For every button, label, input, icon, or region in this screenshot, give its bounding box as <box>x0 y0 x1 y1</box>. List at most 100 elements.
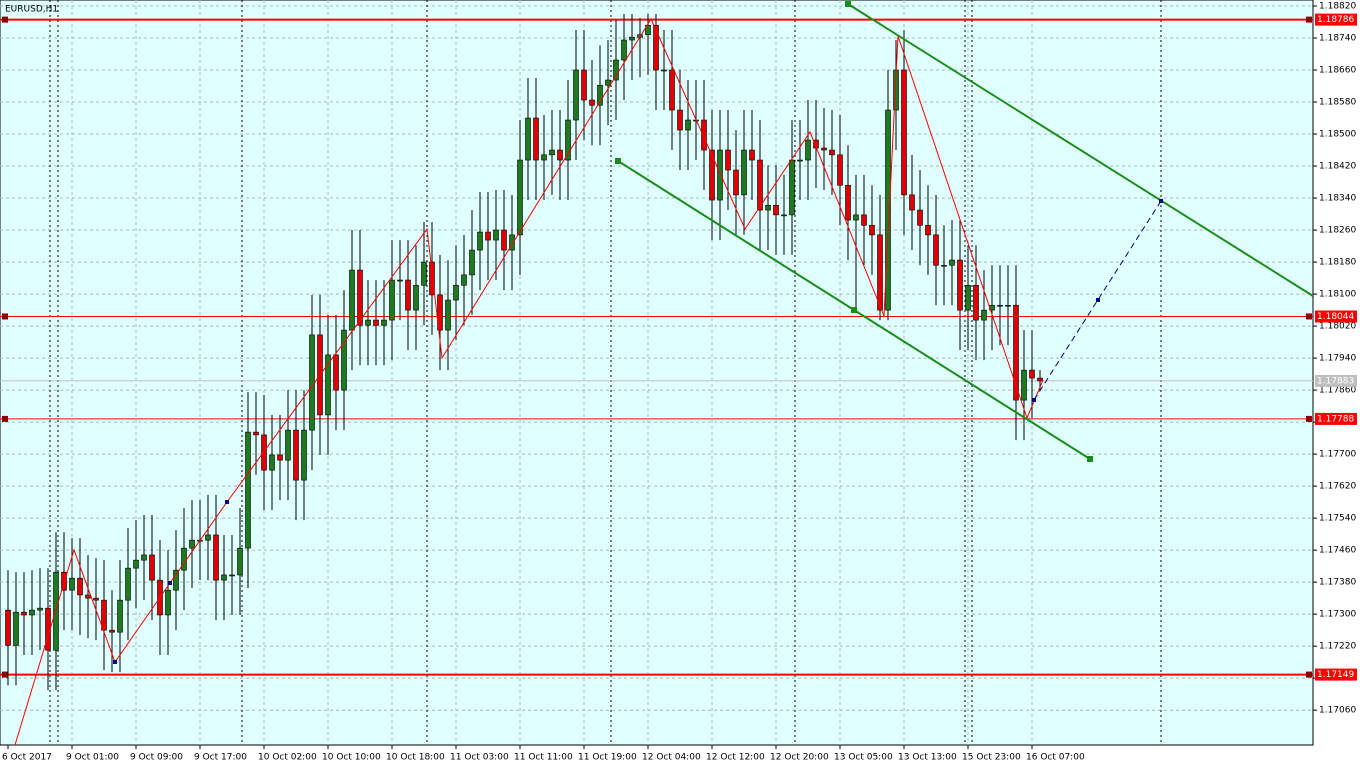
candle-body <box>13 611 19 646</box>
candle-body <box>397 279 403 282</box>
candle-body <box>845 184 851 221</box>
zigzag <box>14 17 1044 746</box>
candle-body <box>405 279 411 311</box>
candle-body <box>725 149 731 171</box>
candle-body <box>413 284 419 311</box>
candle-body <box>205 534 211 541</box>
candle-body <box>709 149 715 201</box>
anchor[interactable] <box>851 307 857 313</box>
anchor[interactable] <box>845 1 851 7</box>
anchor[interactable] <box>168 581 172 585</box>
anchor[interactable] <box>1087 456 1093 462</box>
candle-body <box>765 204 771 211</box>
anchor[interactable] <box>1032 398 1036 402</box>
candle-body <box>973 284 979 321</box>
candle-body <box>901 69 907 196</box>
anchor[interactable] <box>615 158 621 164</box>
candle-body <box>621 39 627 61</box>
candle-body <box>293 429 299 481</box>
candle-body <box>485 231 491 241</box>
candle-body <box>653 24 659 71</box>
y-tick-label: 1.18340 <box>1319 194 1356 204</box>
candle-body <box>525 117 531 161</box>
level-label-box <box>1315 412 1357 425</box>
candle-body <box>493 229 499 241</box>
level-label-box <box>1315 13 1357 26</box>
candle-body <box>421 261 427 286</box>
candle-body <box>805 139 811 161</box>
candle-body <box>173 569 179 591</box>
candle-body <box>837 154 843 186</box>
y-tick-label: 1.18020 <box>1319 322 1356 332</box>
x-tick-label: 11 Oct 03:00 <box>450 753 509 763</box>
candle-body <box>213 534 219 581</box>
x-tick-label: 11 Oct 11:00 <box>514 753 573 763</box>
y-tick-label: 1.18740 <box>1319 34 1356 44</box>
x-tick-label: 11 Oct 19:00 <box>578 753 637 763</box>
candle-body <box>1021 369 1027 401</box>
candle-body <box>309 334 315 431</box>
candle-body <box>461 274 467 286</box>
x-tick-label: 15 Oct 23:00 <box>962 753 1021 763</box>
candle-body <box>357 269 363 326</box>
candle-body <box>613 59 619 81</box>
candle-body <box>429 261 435 296</box>
candle-body <box>325 354 331 416</box>
candle-body <box>581 69 587 101</box>
anchor[interactable] <box>1159 199 1163 203</box>
y-tick-label: 1.17460 <box>1319 546 1356 556</box>
x-tick-label: 13 Oct 13:00 <box>898 753 957 763</box>
candle-body <box>509 234 515 251</box>
anchor[interactable] <box>1096 298 1100 302</box>
candle-body <box>933 234 939 266</box>
x-tick-label: 16 Oct 07:00 <box>1026 753 1085 763</box>
x-tick-label: 6 Oct 2017 <box>2 753 52 763</box>
candle-body <box>941 264 947 267</box>
candle-body <box>877 234 883 311</box>
anchor[interactable] <box>113 660 117 664</box>
chart-title: EURUSD,H1 <box>5 5 58 15</box>
y-tick-label: 1.17940 <box>1319 354 1356 364</box>
candle-body <box>749 149 755 161</box>
candle-body <box>125 567 131 601</box>
candle-body <box>133 559 139 569</box>
candle-body <box>469 249 475 276</box>
candle-body <box>269 454 275 471</box>
candle-body <box>29 609 35 616</box>
candle-body <box>757 159 763 211</box>
candle-body <box>117 599 123 633</box>
candle-body <box>565 119 571 161</box>
candle-body <box>517 159 523 236</box>
y-tick-label: 1.18820 <box>1319 2 1356 12</box>
candle-body <box>445 299 451 331</box>
anchor[interactable] <box>225 500 229 504</box>
bid-label-box <box>1315 374 1357 387</box>
candle-body <box>365 319 371 326</box>
candle-body <box>677 109 683 131</box>
candle-body <box>261 434 267 471</box>
y-tick-label: 1.18500 <box>1319 130 1356 140</box>
drawings <box>14 1 1314 746</box>
x-tick-label: 9 Oct 09:00 <box>130 753 183 763</box>
x-tick-label: 12 Oct 04:00 <box>642 753 701 763</box>
candle-body <box>221 574 227 581</box>
level-handle <box>1306 16 1312 23</box>
candle-body <box>829 149 835 156</box>
x-tick-label: 9 Oct 17:00 <box>194 753 247 763</box>
candle-body <box>61 571 67 591</box>
level-label: 1.17149 <box>1317 670 1354 680</box>
candle-body <box>669 69 675 111</box>
candle-body <box>373 319 379 326</box>
candle-body <box>301 429 307 481</box>
candle-body <box>885 109 891 311</box>
candle-body <box>589 99 595 106</box>
candle-body <box>965 284 971 311</box>
candle-body <box>789 159 795 216</box>
candle-body <box>797 159 803 162</box>
candle-body <box>629 36 635 41</box>
level-label: 1.18044 <box>1317 312 1354 322</box>
candle-body <box>181 547 187 571</box>
level-handle <box>2 16 8 23</box>
candle-body <box>109 629 115 633</box>
